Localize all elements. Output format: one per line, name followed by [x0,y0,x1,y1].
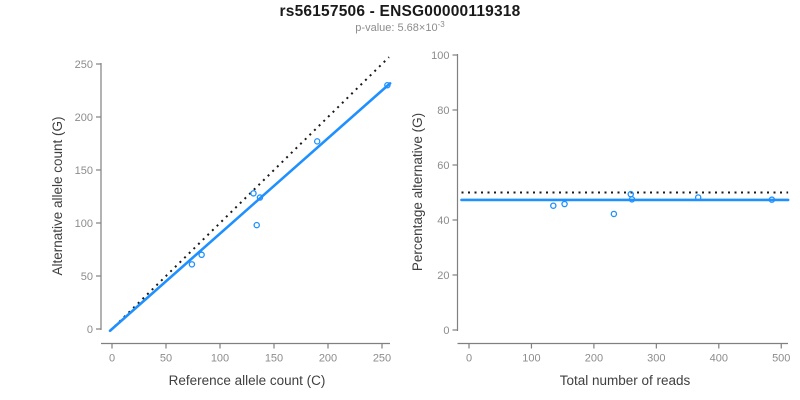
left-plot-fit-line [108,82,392,333]
left-plot-y-axis-title: Alternative allele count (G) [50,116,65,275]
left-plot-y-tick-label: 0 [87,324,93,336]
left-plot-x-axis-title: Reference allele count (C) [169,373,326,388]
right-plot-data-point [768,196,776,203]
right-plot-y-axis-title: Percentage alternative (G) [410,113,425,271]
right-plot-x-tick-label: 300 [647,353,665,365]
right-plot-x-axis-title: Total number of reads [560,373,691,388]
left-plot-data-point [250,190,257,197]
right-plot-y-tick-label: 100 [431,50,449,62]
right-plot-y-tick-label: 20 [437,270,449,282]
right-plot-y-tick-label: 80 [437,105,449,117]
pvalue-text: p-value: 5.68×10 [355,22,438,34]
right-plot-x-tick-label: 200 [585,353,603,365]
left-plot-data-point [384,81,391,89]
right-plot-x-tick-label: 0 [466,353,472,365]
right-plot-x-tick-label: 400 [710,353,728,365]
left-plot-x-tick-label: 150 [265,353,283,365]
left-plot-y-tick-label: 50 [81,271,93,283]
right-plot-y-tick-label: 60 [437,160,449,172]
right-plot-data-point [561,200,568,208]
right-plot-y-tick-label: 40 [437,215,449,227]
left-plot-data-point [256,194,264,201]
left-plot-y-tick-label: 200 [75,112,93,124]
left-plot-identity-line [109,56,390,332]
left-plot-x-tick-label: 0 [109,353,115,365]
left-plot-x-tick-label: 250 [373,353,391,365]
left-plot-x-tick-label: 50 [160,353,172,365]
left-plot-data-point [188,261,196,268]
right-plot-x-tick-label: 100 [522,353,540,365]
figure-title: rs56157506 - ENSG00000119318 [279,3,521,20]
right-plot-x-tick-label: 500 [772,353,790,365]
right-plot-data-point [550,202,557,209]
left-plot-x-tick-label: 100 [211,353,229,365]
right-plot-data-point [694,194,702,201]
pvalue-exponent: -3 [437,20,445,29]
figure-subtitle: p-value: 5.68×10-3 [0,20,800,34]
left-plot-y-tick-label: 100 [75,218,93,230]
left-plot-y-tick-label: 250 [75,59,93,71]
left-plot-data-point [198,251,205,259]
right-plot-data-point [610,210,618,218]
left-plot-x-tick-label: 200 [319,353,337,365]
right-plot-data-point [628,196,636,203]
left-plot-y-tick-label: 150 [75,165,93,177]
right-plot-y-tick-label: 0 [443,325,449,337]
left-plot-data-point [253,221,260,229]
left-plot-data-point [313,138,321,145]
